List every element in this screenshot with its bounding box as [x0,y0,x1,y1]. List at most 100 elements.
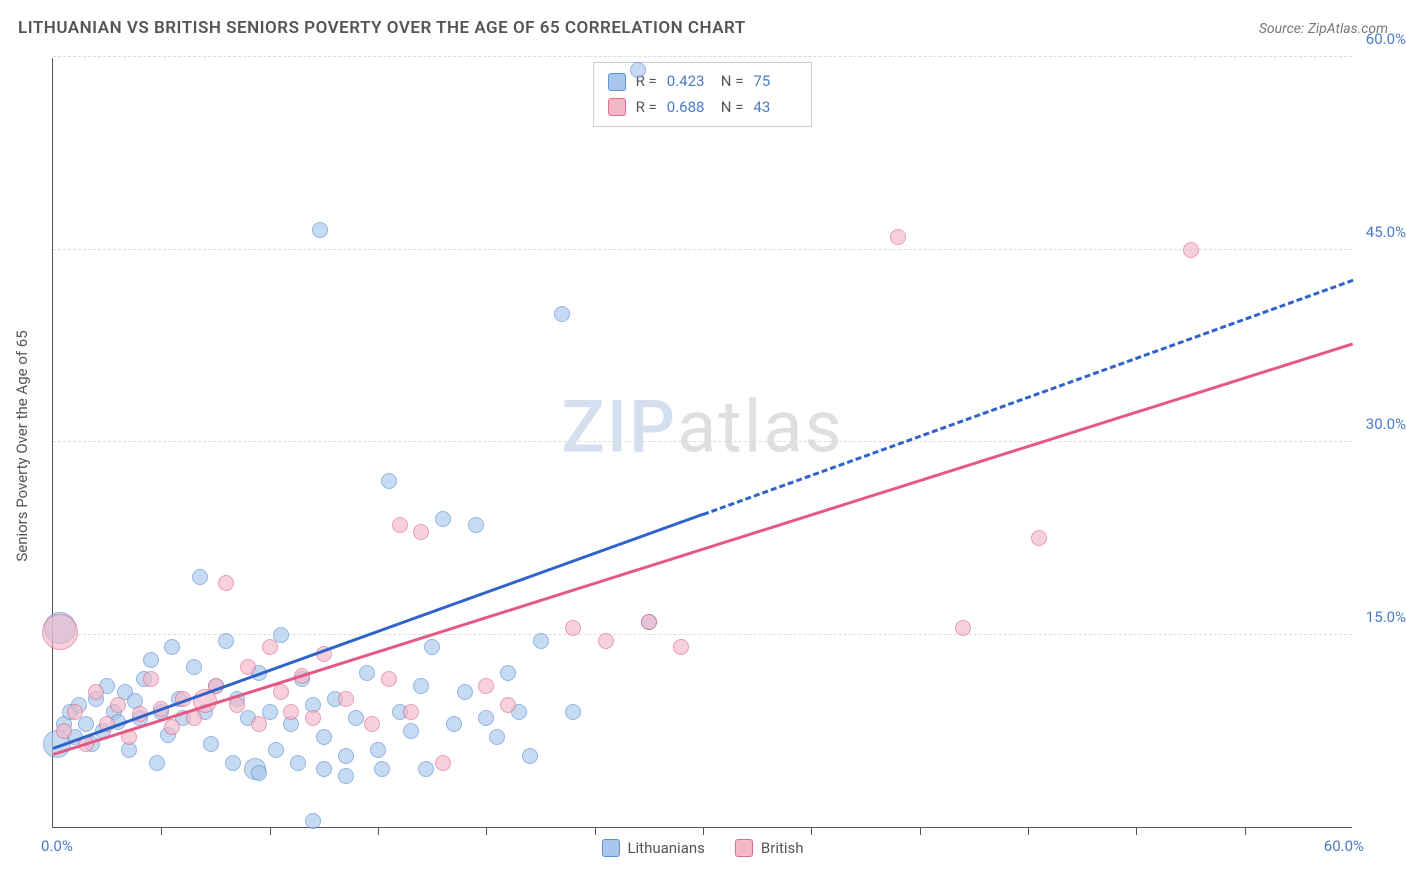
data-point [273,627,289,643]
data-point [403,704,419,720]
data-point [381,671,397,687]
data-point [565,620,581,636]
data-point [403,723,419,739]
watermark: ZIPatlas [561,385,843,470]
data-point [192,569,208,585]
gridline [53,441,1352,442]
r-value-1: 0.423 [667,69,711,95]
trend-line [53,343,1354,757]
data-point [218,633,234,649]
data-point [268,742,284,758]
r-prefix: R = [636,95,657,121]
data-point [413,524,429,540]
data-point [305,813,321,829]
data-point [673,639,689,655]
data-point [290,755,306,771]
legend-series: Lithuanians British [601,839,803,857]
data-point [489,729,505,745]
n-value-1: 75 [753,69,797,95]
gridline [53,56,1352,57]
x-tick [1245,827,1246,835]
data-point [149,755,165,771]
legend-series-label-2: British [761,839,804,857]
data-point [164,719,180,735]
n-prefix: N = [721,69,744,95]
data-point [186,659,202,675]
n-value-2: 43 [753,95,797,121]
data-point [381,473,397,489]
data-point [218,575,234,591]
legend-swatch-1 [608,73,626,91]
data-point [478,678,494,694]
x-tick [595,827,596,835]
data-point [364,716,380,732]
trend-line-dashed [702,279,1353,516]
data-point [143,652,159,668]
legend-series-label-1: Lithuanians [627,839,704,857]
x-axis-label-min: 0.0% [41,837,73,855]
data-point [262,639,278,655]
legend-swatch-2 [608,98,626,116]
data-point [435,755,451,771]
trend-line [52,513,703,750]
data-point [338,691,354,707]
data-point [522,748,538,764]
data-point [348,710,364,726]
legend-series-swatch-2 [735,839,753,857]
data-point [418,761,434,777]
data-point [78,716,94,732]
watermark-zip: ZIP [561,385,677,470]
data-point [533,633,549,649]
data-point [500,697,516,713]
data-point [225,755,241,771]
data-point [262,704,278,720]
data-point [955,620,971,636]
data-point [890,229,906,245]
x-tick [703,827,704,835]
data-point [67,704,83,720]
x-tick [161,827,162,835]
r-value-2: 0.688 [667,95,711,121]
data-point [478,710,494,726]
legend-series-swatch-1 [601,839,619,857]
data-point [56,723,72,739]
x-tick [270,827,271,835]
y-tick-label: 15.0% [1366,608,1406,626]
chart-title: LITHUANIAN VS BRITISH SENIORS POVERTY OV… [18,18,746,38]
data-point [42,614,78,650]
data-point [283,704,299,720]
data-point [424,639,440,655]
data-point [565,704,581,720]
data-point [630,62,646,78]
data-point [435,511,451,527]
plot-area: ZIPatlas R = 0.423 N = 75 R = 0.688 N = … [52,58,1352,828]
data-point [203,736,219,752]
data-point [359,665,375,681]
x-tick [1136,827,1137,835]
gridline [53,634,1352,635]
legend-stats-row-2: R = 0.688 N = 43 [608,95,798,121]
data-point [500,665,516,681]
data-point [374,761,390,777]
x-tick [486,827,487,835]
data-point [1031,530,1047,546]
data-point [251,765,267,781]
data-point [316,761,332,777]
data-point [392,517,408,533]
x-axis-label-max: 60.0% [1324,837,1364,855]
chart-container: LITHUANIAN VS BRITISH SENIORS POVERTY OV… [0,0,1406,892]
data-point [457,684,473,700]
data-point [164,639,180,655]
x-tick [920,827,921,835]
data-point [251,716,267,732]
header: LITHUANIAN VS BRITISH SENIORS POVERTY OV… [18,18,1388,38]
n-prefix: N = [721,95,744,121]
watermark-atlas: atlas [677,385,844,470]
data-point [88,684,104,700]
data-point [413,678,429,694]
y-tick-label: 60.0% [1366,30,1406,48]
gridline [53,249,1352,250]
data-point [273,684,289,700]
data-point [370,742,386,758]
data-point [338,748,354,764]
